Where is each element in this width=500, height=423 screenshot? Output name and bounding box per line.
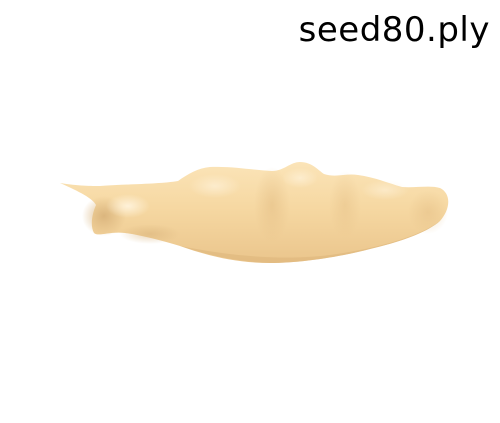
tip-shadow-lower	[120, 224, 180, 244]
ridge-shadow-1	[254, 167, 290, 243]
ridge-shadow-2	[329, 171, 361, 239]
bump-highlight-3	[361, 180, 409, 200]
tip-highlight	[106, 194, 150, 218]
bump-highlight-2	[282, 168, 318, 188]
right-end-shadow	[408, 190, 448, 234]
bump-highlight-1	[189, 174, 241, 198]
filename-label: seed80.ply	[298, 10, 490, 50]
